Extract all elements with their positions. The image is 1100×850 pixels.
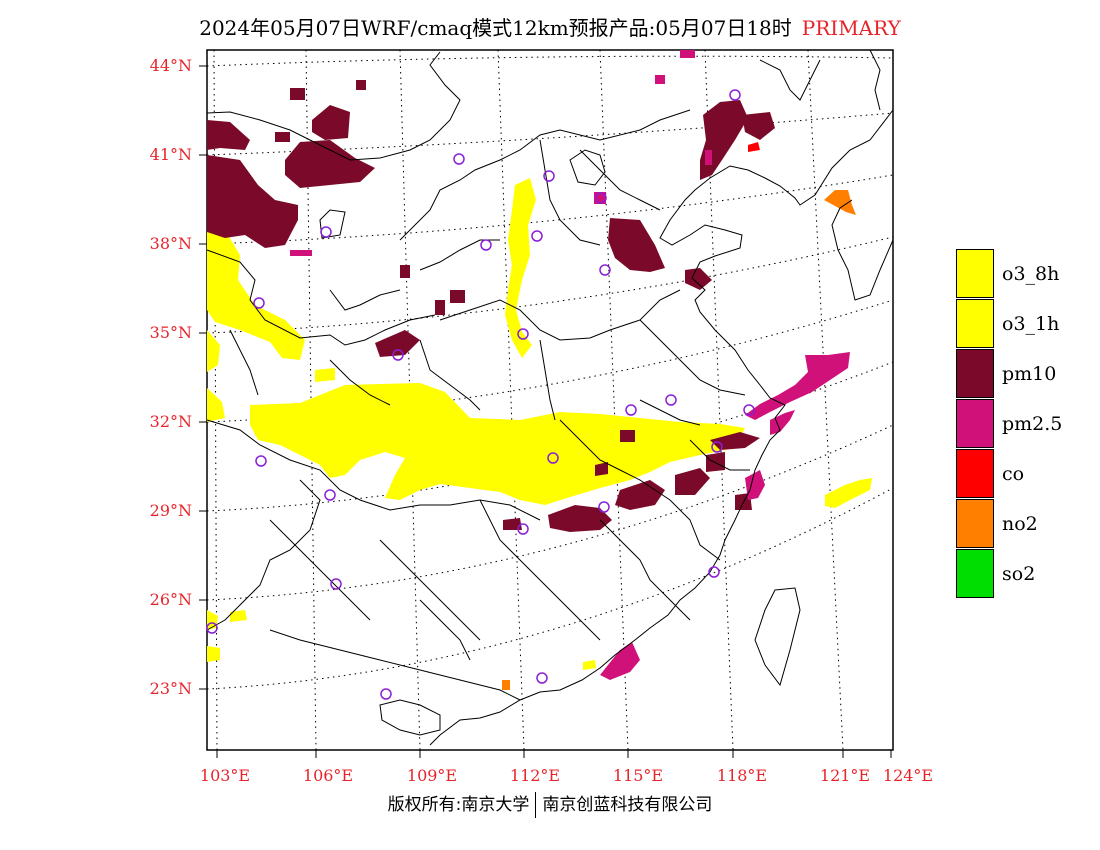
lon-label: 124°E: [882, 766, 934, 785]
circle-icon: [708, 566, 720, 578]
circle-icon: [253, 297, 265, 309]
circle-icon: [330, 578, 342, 590]
legend-swatch: [956, 549, 994, 598]
lon-label: 112°E: [509, 766, 561, 785]
legend-swatch: [956, 299, 994, 348]
circle-icon: [595, 192, 607, 204]
lat-label: 38°N: [149, 234, 192, 253]
circle-icon: [743, 404, 755, 416]
circle-icon: [598, 501, 610, 513]
legend-label: co: [1002, 463, 1025, 485]
circle-icon: [531, 230, 543, 242]
circle-icon: [324, 489, 336, 501]
legend-swatch: [956, 499, 994, 548]
circle-icon: [543, 170, 555, 182]
legend-label: o3_8h: [1002, 263, 1060, 285]
legend-label: o3_1h: [1002, 313, 1060, 335]
legend-swatch: [956, 399, 994, 448]
circle-icon: [380, 688, 392, 700]
lat-label: 29°N: [149, 501, 192, 520]
copyright-right: 南京创蓝科技有限公司: [542, 795, 713, 815]
circle-icon: [517, 523, 529, 535]
legend-label: so2: [1002, 563, 1036, 585]
lat-label: 44°N: [149, 56, 192, 75]
lon-label: 106°E: [302, 766, 354, 785]
lat-ticks: [199, 65, 207, 690]
circle-icon: [517, 328, 529, 340]
circle-icon: [599, 264, 611, 276]
boundaries: [206, 49, 894, 746]
lon-label: 118°E: [716, 766, 768, 785]
circle-icon: [625, 404, 637, 416]
no2-regions: [502, 190, 856, 690]
circle-icon: [480, 239, 492, 251]
lon-label: 103°E: [199, 766, 251, 785]
circle-icon: [206, 622, 218, 634]
circle-icon: [453, 153, 465, 165]
primary-label: PRIMARY: [801, 16, 901, 40]
circle-icon: [711, 441, 723, 453]
map-title: 2024年05月07日WRF/cmaq模式12km预报产品:05月07日18时 P…: [0, 12, 1100, 41]
legend-label: pm2.5: [1002, 413, 1063, 435]
pm25-regions: [290, 50, 850, 680]
footer-divider: [535, 792, 537, 818]
circle-icon: [536, 672, 548, 684]
lat-label: 32°N: [149, 412, 192, 431]
legend-swatch: [956, 449, 994, 498]
lon-ticks: [216, 750, 892, 758]
lon-label: 115°E: [612, 766, 664, 785]
lat-label: 35°N: [149, 323, 192, 342]
copyright-footer: 版权所有:南京大学 南京创蓝科技有限公司: [0, 790, 1100, 818]
lat-label: 41°N: [149, 145, 192, 164]
circle-icon: [320, 226, 332, 238]
copyright-left: 版权所有:南京大学: [387, 795, 530, 815]
circle-icon: [547, 452, 559, 464]
circle-icon: [665, 394, 677, 406]
co-regions: [748, 142, 760, 152]
legend-swatch: [956, 249, 994, 298]
legend-label: pm10: [1002, 363, 1057, 385]
station-markers: [206, 89, 755, 700]
o3-regions: [207, 178, 872, 670]
lon-label: 109°E: [406, 766, 458, 785]
legend-swatch: [956, 349, 994, 398]
pm10-regions: [207, 80, 775, 532]
lon-label: 121°E: [819, 766, 871, 785]
circle-icon: [392, 349, 404, 361]
lat-label: 23°N: [149, 679, 192, 698]
title-text: 2024年05月07日WRF/cmaq模式12km预报产品:05月07日18时: [199, 16, 792, 40]
lat-label: 26°N: [149, 590, 192, 609]
legend-label: no2: [1002, 513, 1038, 535]
circle-icon: [729, 89, 741, 101]
circle-icon: [255, 455, 267, 467]
